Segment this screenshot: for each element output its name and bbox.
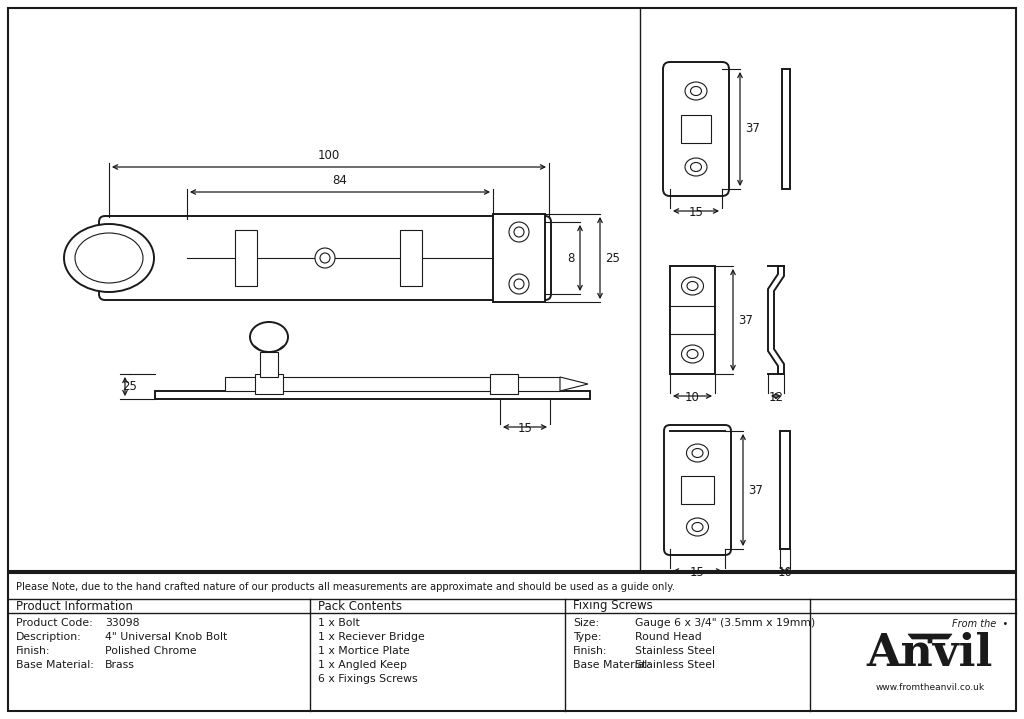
Ellipse shape [687,282,698,290]
Text: 33098: 33098 [105,618,139,628]
Circle shape [514,279,524,289]
Text: 1 x Reciever Bridge: 1 x Reciever Bridge [318,632,425,642]
Text: 15: 15 [517,422,532,435]
Text: 4" Universal Knob Bolt: 4" Universal Knob Bolt [105,632,227,642]
Polygon shape [768,266,784,374]
Polygon shape [560,377,588,391]
Text: 1 x Bolt: 1 x Bolt [318,618,359,628]
Bar [260,352,278,377]
Bar [255,374,283,394]
Ellipse shape [690,86,701,96]
Ellipse shape [687,349,698,359]
Text: Product Information: Product Information [16,600,133,613]
Text: 10: 10 [777,566,793,579]
Text: Description:: Description: [16,632,82,642]
Bar [493,214,545,302]
Circle shape [315,248,335,268]
Text: Round Head: Round Head [635,632,701,642]
Ellipse shape [686,444,709,462]
Text: 25: 25 [605,252,620,265]
Polygon shape [908,634,952,643]
Ellipse shape [685,158,707,176]
Ellipse shape [682,345,703,363]
Text: Base Material:: Base Material: [16,660,94,670]
Text: Gauge 6 x 3/4" (3.5mm x 19mm): Gauge 6 x 3/4" (3.5mm x 19mm) [635,618,815,628]
Ellipse shape [250,322,288,352]
Circle shape [319,253,330,263]
Text: Stainless Steel: Stainless Steel [635,660,715,670]
Text: Polished Chrome: Polished Chrome [105,646,197,656]
Text: Product Code:: Product Code: [16,618,93,628]
Bar [782,69,790,189]
Text: 1 x Angled Keep: 1 x Angled Keep [318,660,407,670]
Text: 37: 37 [738,313,753,326]
Bar [155,391,590,399]
Bar [234,230,257,286]
Bar [8,8,1016,571]
Ellipse shape [685,82,707,100]
Ellipse shape [686,518,709,536]
Bar [8,573,1016,711]
Ellipse shape [690,162,701,172]
FancyBboxPatch shape [663,62,729,196]
Text: 6 x Fixings Screws: 6 x Fixings Screws [318,674,418,684]
Text: 12: 12 [768,391,783,404]
Text: From the  •: From the • [952,619,1009,629]
Text: Brass: Brass [105,660,135,670]
Ellipse shape [692,523,703,531]
Text: 15: 15 [690,566,705,579]
Text: www.fromtheanvil.co.uk: www.fromtheanvil.co.uk [876,682,984,692]
Ellipse shape [75,233,143,283]
Text: Base Material:: Base Material: [573,660,651,670]
Text: Fixing Screws: Fixing Screws [573,600,652,613]
Text: 84: 84 [333,174,347,187]
Bar [670,266,715,374]
Circle shape [509,222,529,242]
Text: Stainless Steel: Stainless Steel [635,646,715,656]
Circle shape [509,274,529,294]
Text: Anvil: Anvil [866,633,993,675]
Text: Please Note, due to the hand crafted nature of our products all measurements are: Please Note, due to the hand crafted nat… [16,582,675,592]
Bar [780,431,790,549]
Bar [681,115,711,143]
Text: 100: 100 [317,149,340,162]
Text: 1 x Mortice Plate: 1 x Mortice Plate [318,646,410,656]
Text: 25: 25 [122,380,137,393]
Text: 37: 37 [745,122,760,135]
Bar [225,377,560,391]
FancyBboxPatch shape [664,425,731,555]
Text: Type:: Type: [573,632,601,642]
Bar [490,374,518,394]
Text: Finish:: Finish: [573,646,607,656]
Bar [400,230,422,286]
Ellipse shape [692,449,703,457]
Ellipse shape [63,224,154,292]
Text: 10: 10 [685,391,700,404]
Text: 15: 15 [688,206,703,219]
FancyBboxPatch shape [99,216,551,300]
Bar [681,476,714,504]
Text: Pack Contents: Pack Contents [318,600,402,613]
Circle shape [514,227,524,237]
Text: 37: 37 [748,483,763,497]
Text: 8: 8 [567,252,575,265]
Text: Size:: Size: [573,618,599,628]
Ellipse shape [682,277,703,295]
Text: Finish:: Finish: [16,646,50,656]
